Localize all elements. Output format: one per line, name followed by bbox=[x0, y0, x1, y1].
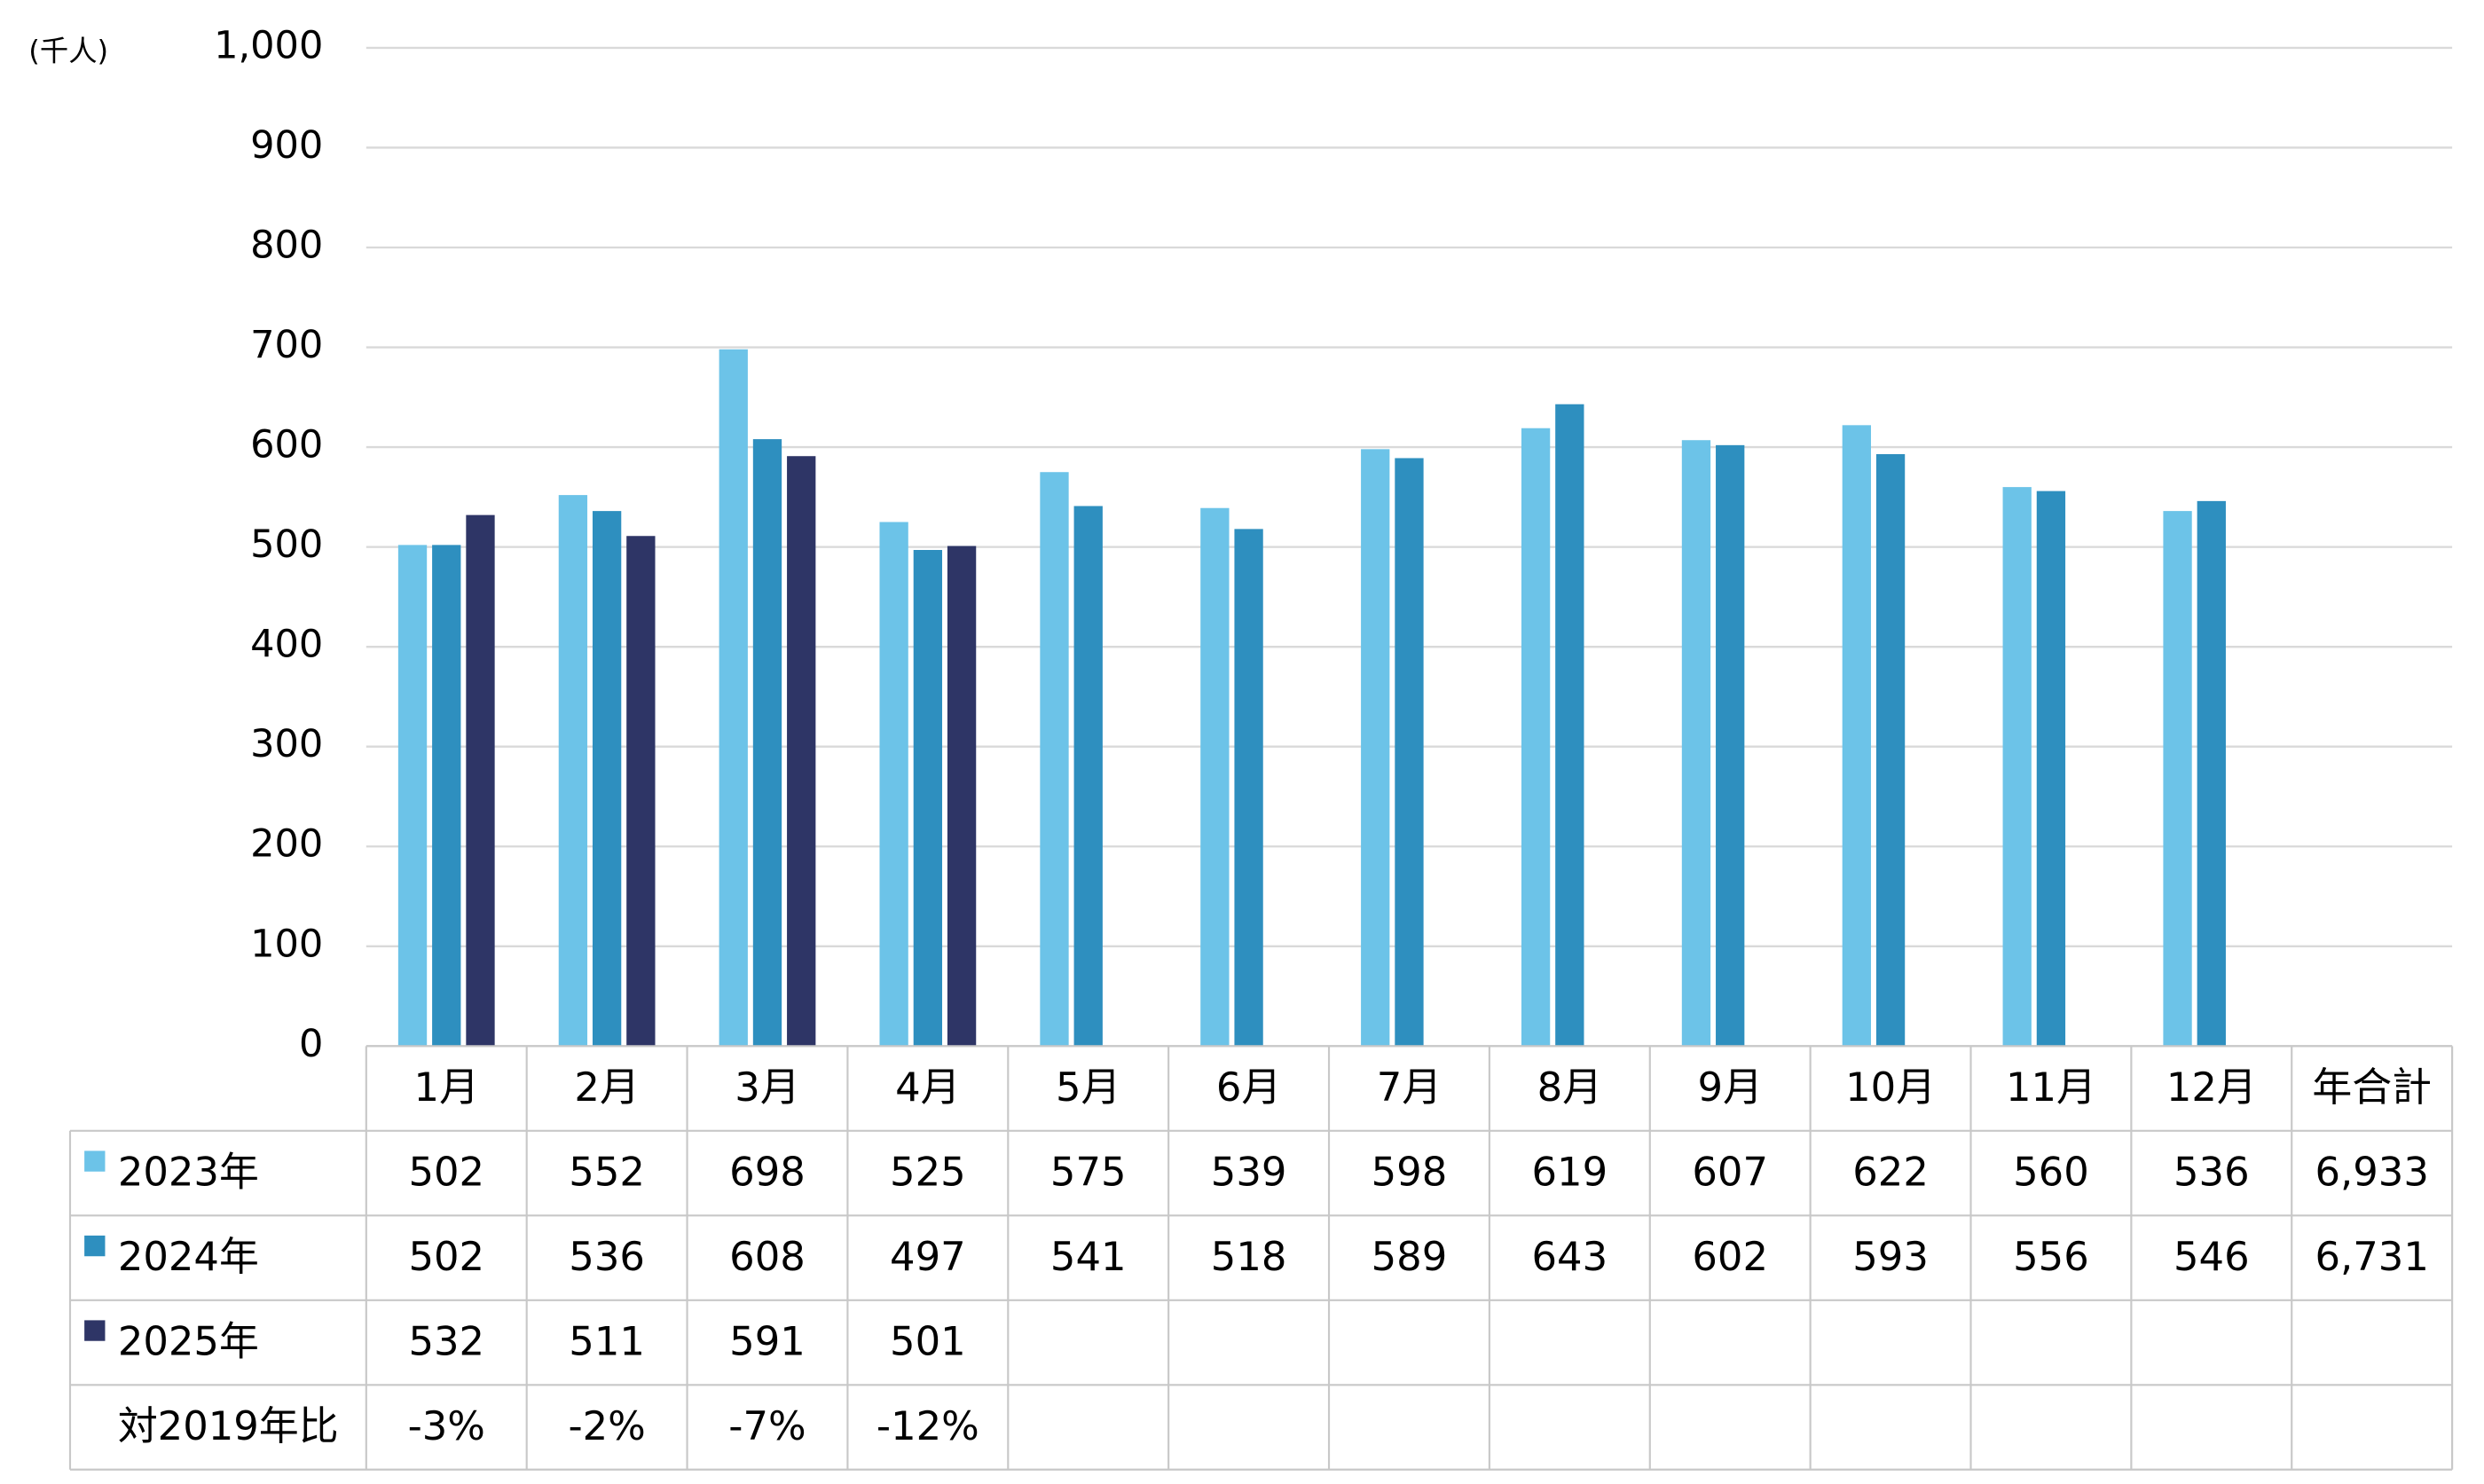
table-value: 536 bbox=[2174, 1148, 2250, 1195]
bar bbox=[913, 550, 943, 1047]
bar bbox=[1234, 529, 1263, 1047]
bar bbox=[1395, 458, 1424, 1047]
legend-label: 2023年 bbox=[118, 1148, 259, 1195]
table-value: 511 bbox=[569, 1317, 645, 1364]
y-tick-label: 700 bbox=[250, 323, 323, 367]
ratio-value: -2% bbox=[568, 1402, 645, 1449]
x-tick-label: 12月 bbox=[2166, 1064, 2257, 1111]
table-value: 497 bbox=[890, 1233, 966, 1280]
table-value: 607 bbox=[1692, 1148, 1768, 1195]
bar bbox=[1716, 444, 1745, 1047]
ratio-value: -7% bbox=[728, 1402, 806, 1449]
bar bbox=[947, 546, 977, 1047]
x-tick-label: 10月 bbox=[1845, 1064, 1936, 1111]
bar bbox=[592, 511, 622, 1047]
bar bbox=[466, 514, 495, 1047]
table-value: 541 bbox=[1050, 1233, 1127, 1280]
bar bbox=[1521, 428, 1551, 1047]
bar bbox=[626, 536, 656, 1047]
table-value: 598 bbox=[1372, 1148, 1448, 1195]
legend-swatch bbox=[84, 1235, 106, 1257]
table-value: 539 bbox=[1211, 1148, 1287, 1195]
table-value: 698 bbox=[729, 1148, 806, 1195]
table-value: 643 bbox=[1532, 1233, 1608, 1280]
y-tick-label: 400 bbox=[250, 623, 323, 667]
x-tick-label: 7月 bbox=[1377, 1064, 1442, 1111]
x-tick-label: 1月 bbox=[414, 1064, 479, 1111]
table-value: 575 bbox=[1050, 1148, 1127, 1195]
bar bbox=[1200, 507, 1230, 1047]
legend-swatch bbox=[84, 1320, 106, 1341]
y-tick-label: 200 bbox=[250, 822, 323, 867]
y-tick-label: 600 bbox=[250, 423, 323, 467]
table-value: 619 bbox=[1532, 1148, 1608, 1195]
x-tick-label: 8月 bbox=[1537, 1064, 1602, 1111]
legend-label: 2024年 bbox=[118, 1233, 259, 1280]
bar bbox=[1555, 404, 1584, 1047]
bar bbox=[787, 456, 816, 1047]
x-tick-label: 11月 bbox=[2006, 1064, 2096, 1111]
bar bbox=[2163, 511, 2192, 1047]
y-tick-label: 1,000 bbox=[214, 23, 323, 67]
x-tick-label: 6月 bbox=[1216, 1064, 1281, 1111]
bar bbox=[1842, 425, 1871, 1047]
bar bbox=[432, 545, 461, 1047]
x-tick-label: 5月 bbox=[1056, 1064, 1120, 1111]
x-tick-label: 4月 bbox=[895, 1064, 960, 1111]
bar bbox=[1361, 449, 1390, 1047]
bar bbox=[1040, 472, 1069, 1047]
table-total: 6,933 bbox=[2315, 1148, 2428, 1195]
bar bbox=[1875, 453, 1906, 1047]
x-tick-label: 9月 bbox=[1697, 1064, 1762, 1111]
total-header: 年合計 bbox=[2312, 1064, 2432, 1111]
y-tick-label: 100 bbox=[250, 922, 323, 966]
table-value: 532 bbox=[408, 1317, 484, 1364]
table-value: 556 bbox=[2013, 1233, 2089, 1280]
bar bbox=[2197, 500, 2226, 1047]
bar bbox=[1073, 506, 1103, 1047]
bar bbox=[2002, 487, 2032, 1047]
x-tick-label: 3月 bbox=[735, 1064, 799, 1111]
y-tick-label: 0 bbox=[299, 1022, 323, 1066]
table-value: 502 bbox=[408, 1233, 484, 1280]
table-value: 552 bbox=[569, 1148, 645, 1195]
bar bbox=[719, 349, 748, 1047]
y-tick-label: 500 bbox=[250, 522, 323, 567]
ratio-label: 対2019年比 bbox=[118, 1402, 339, 1449]
table-value: 525 bbox=[890, 1148, 966, 1195]
x-tick-label: 2月 bbox=[574, 1064, 639, 1111]
y-tick-label: 800 bbox=[250, 224, 323, 268]
ratio-value: -3% bbox=[408, 1402, 485, 1449]
table-value: 501 bbox=[890, 1317, 966, 1364]
y-tick-label: 300 bbox=[250, 722, 323, 766]
table-value: 546 bbox=[2174, 1233, 2250, 1280]
table-value: 602 bbox=[1692, 1233, 1768, 1280]
table-value: 589 bbox=[1372, 1233, 1448, 1280]
bar bbox=[2036, 491, 2066, 1047]
table-value: 536 bbox=[569, 1233, 645, 1280]
bar bbox=[558, 495, 588, 1047]
table-value: 502 bbox=[408, 1148, 484, 1195]
table-value: 518 bbox=[1211, 1233, 1287, 1280]
table-value: 608 bbox=[729, 1233, 806, 1280]
ratio-value: -12% bbox=[876, 1402, 979, 1449]
y-tick-label: 900 bbox=[250, 123, 323, 168]
table-value: 593 bbox=[1852, 1233, 1929, 1280]
bar bbox=[397, 545, 428, 1047]
legend-swatch bbox=[84, 1150, 106, 1172]
legend-label: 2025年 bbox=[118, 1317, 259, 1364]
bar bbox=[1681, 440, 1711, 1047]
table-value: 591 bbox=[729, 1317, 806, 1364]
unit-label: (千人) bbox=[28, 34, 108, 67]
table-total: 6,731 bbox=[2315, 1233, 2428, 1280]
bar bbox=[879, 522, 908, 1047]
table-value: 560 bbox=[2013, 1148, 2089, 1195]
table-value: 622 bbox=[1852, 1148, 1929, 1195]
bar bbox=[752, 439, 782, 1047]
